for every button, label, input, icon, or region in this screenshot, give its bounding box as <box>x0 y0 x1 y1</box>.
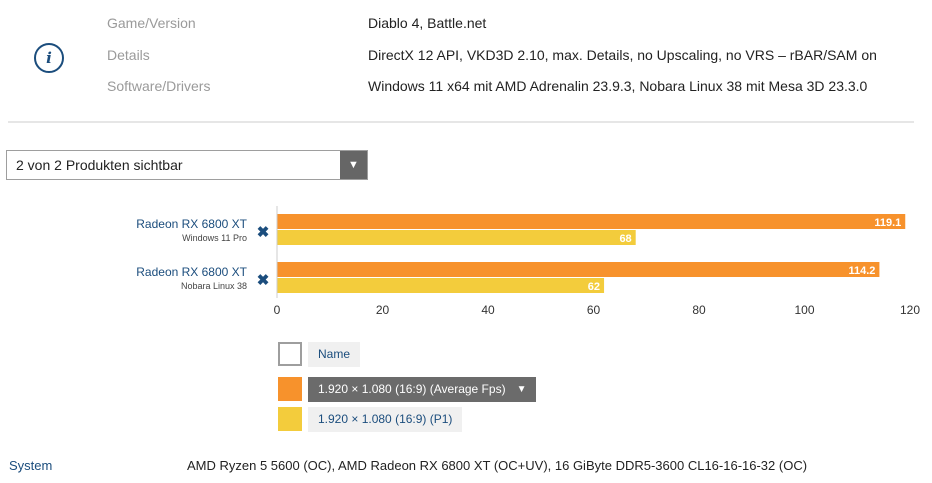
chart-svg: Radeon RX 6800 XT Windows 11 Pro ✖ 119.1 68 R… <box>136 206 920 317</box>
legend-swatch-p1[interactable] <box>278 407 302 431</box>
x-tick-label: 40 <box>481 303 495 317</box>
info-value: Windows 11 x64 mit AMD Adrenalin 23.9.3,… <box>368 78 868 94</box>
legend-select-average[interactable]: 1.920 × 1.080 (16:9) (Average Fps) ▼ <box>308 377 536 402</box>
divider <box>8 121 914 123</box>
close-icon[interactable]: ✖ <box>257 272 270 289</box>
x-tick-label: 80 <box>692 303 706 317</box>
product-sub-label: Windows 11 Pro <box>182 233 247 243</box>
x-tick-label: 100 <box>794 303 814 317</box>
legend-label-p1[interactable]: 1.920 × 1.080 (16:9) (P1) <box>308 407 463 432</box>
info-value: Diablo 4, Battle.net <box>368 15 487 31</box>
select-label: 2 von 2 Produkten sichtbar <box>16 157 183 173</box>
legend: Name 1.920 × 1.080 (16:9) (Average Fps) … <box>0 340 932 435</box>
chevron-down-icon[interactable]: ▼ <box>340 151 367 179</box>
x-tick-label: 0 <box>274 303 281 317</box>
x-tick-label: 20 <box>376 303 390 317</box>
bar <box>277 230 636 245</box>
product-name-label: Radeon RX 6800 XT <box>136 217 247 231</box>
product-sub-label: Nobara Linux 38 <box>181 281 247 291</box>
product-name-label: Radeon RX 6800 XT <box>136 265 247 279</box>
info-label: Details <box>107 47 150 63</box>
legend-label-average: 1.920 × 1.080 (16:9) (Average Fps) <box>318 382 506 396</box>
info-row-details: Details DirectX 12 API, VKD3D 2.10, max.… <box>0 47 932 67</box>
close-icon[interactable]: ✖ <box>257 224 270 241</box>
x-tick-label: 120 <box>900 303 920 317</box>
product-visibility-select[interactable]: 2 von 2 Produkten sichtbar ▼ <box>6 150 368 180</box>
bar <box>277 262 880 277</box>
info-label: Game/Version <box>107 15 196 31</box>
system-label: System <box>9 458 53 473</box>
chevron-down-icon[interactable]: ▼ <box>516 384 527 395</box>
bar-value-label: 114.2 <box>848 265 875 277</box>
checkbox-empty-icon[interactable] <box>278 342 302 366</box>
x-tick-label: 60 <box>587 303 601 317</box>
legend-label-name[interactable]: Name <box>308 342 361 367</box>
info-value: DirectX 12 API, VKD3D 2.10, max. Details… <box>368 47 877 63</box>
bar-value-label: 68 <box>619 233 631 245</box>
legend-swatch-average[interactable] <box>278 377 302 401</box>
system-info: System AMD Ryzen 5 5600 (OC), AMD Radeon… <box>0 454 932 476</box>
bar <box>277 278 605 293</box>
bar-value-label: 62 <box>588 281 600 293</box>
benchmark-chart: Radeon RX 6800 XT Windows 11 Pro ✖ 119.1 68 R… <box>0 200 932 325</box>
bar-value-label: 119.1 <box>874 217 901 229</box>
system-value: AMD Ryzen 5 5600 (OC), AMD Radeon RX 680… <box>187 458 808 473</box>
info-row-game: Game/Version Diablo 4, Battle.net <box>0 15 932 35</box>
bar <box>277 214 906 229</box>
game-info-panel: i Game/Version Diablo 4, Battle.net Deta… <box>0 0 932 122</box>
info-label: Software/Drivers <box>107 78 211 94</box>
info-icon: i <box>34 43 64 73</box>
info-row-software: Software/Drivers Windows 11 x64 mit AMD … <box>0 78 932 98</box>
